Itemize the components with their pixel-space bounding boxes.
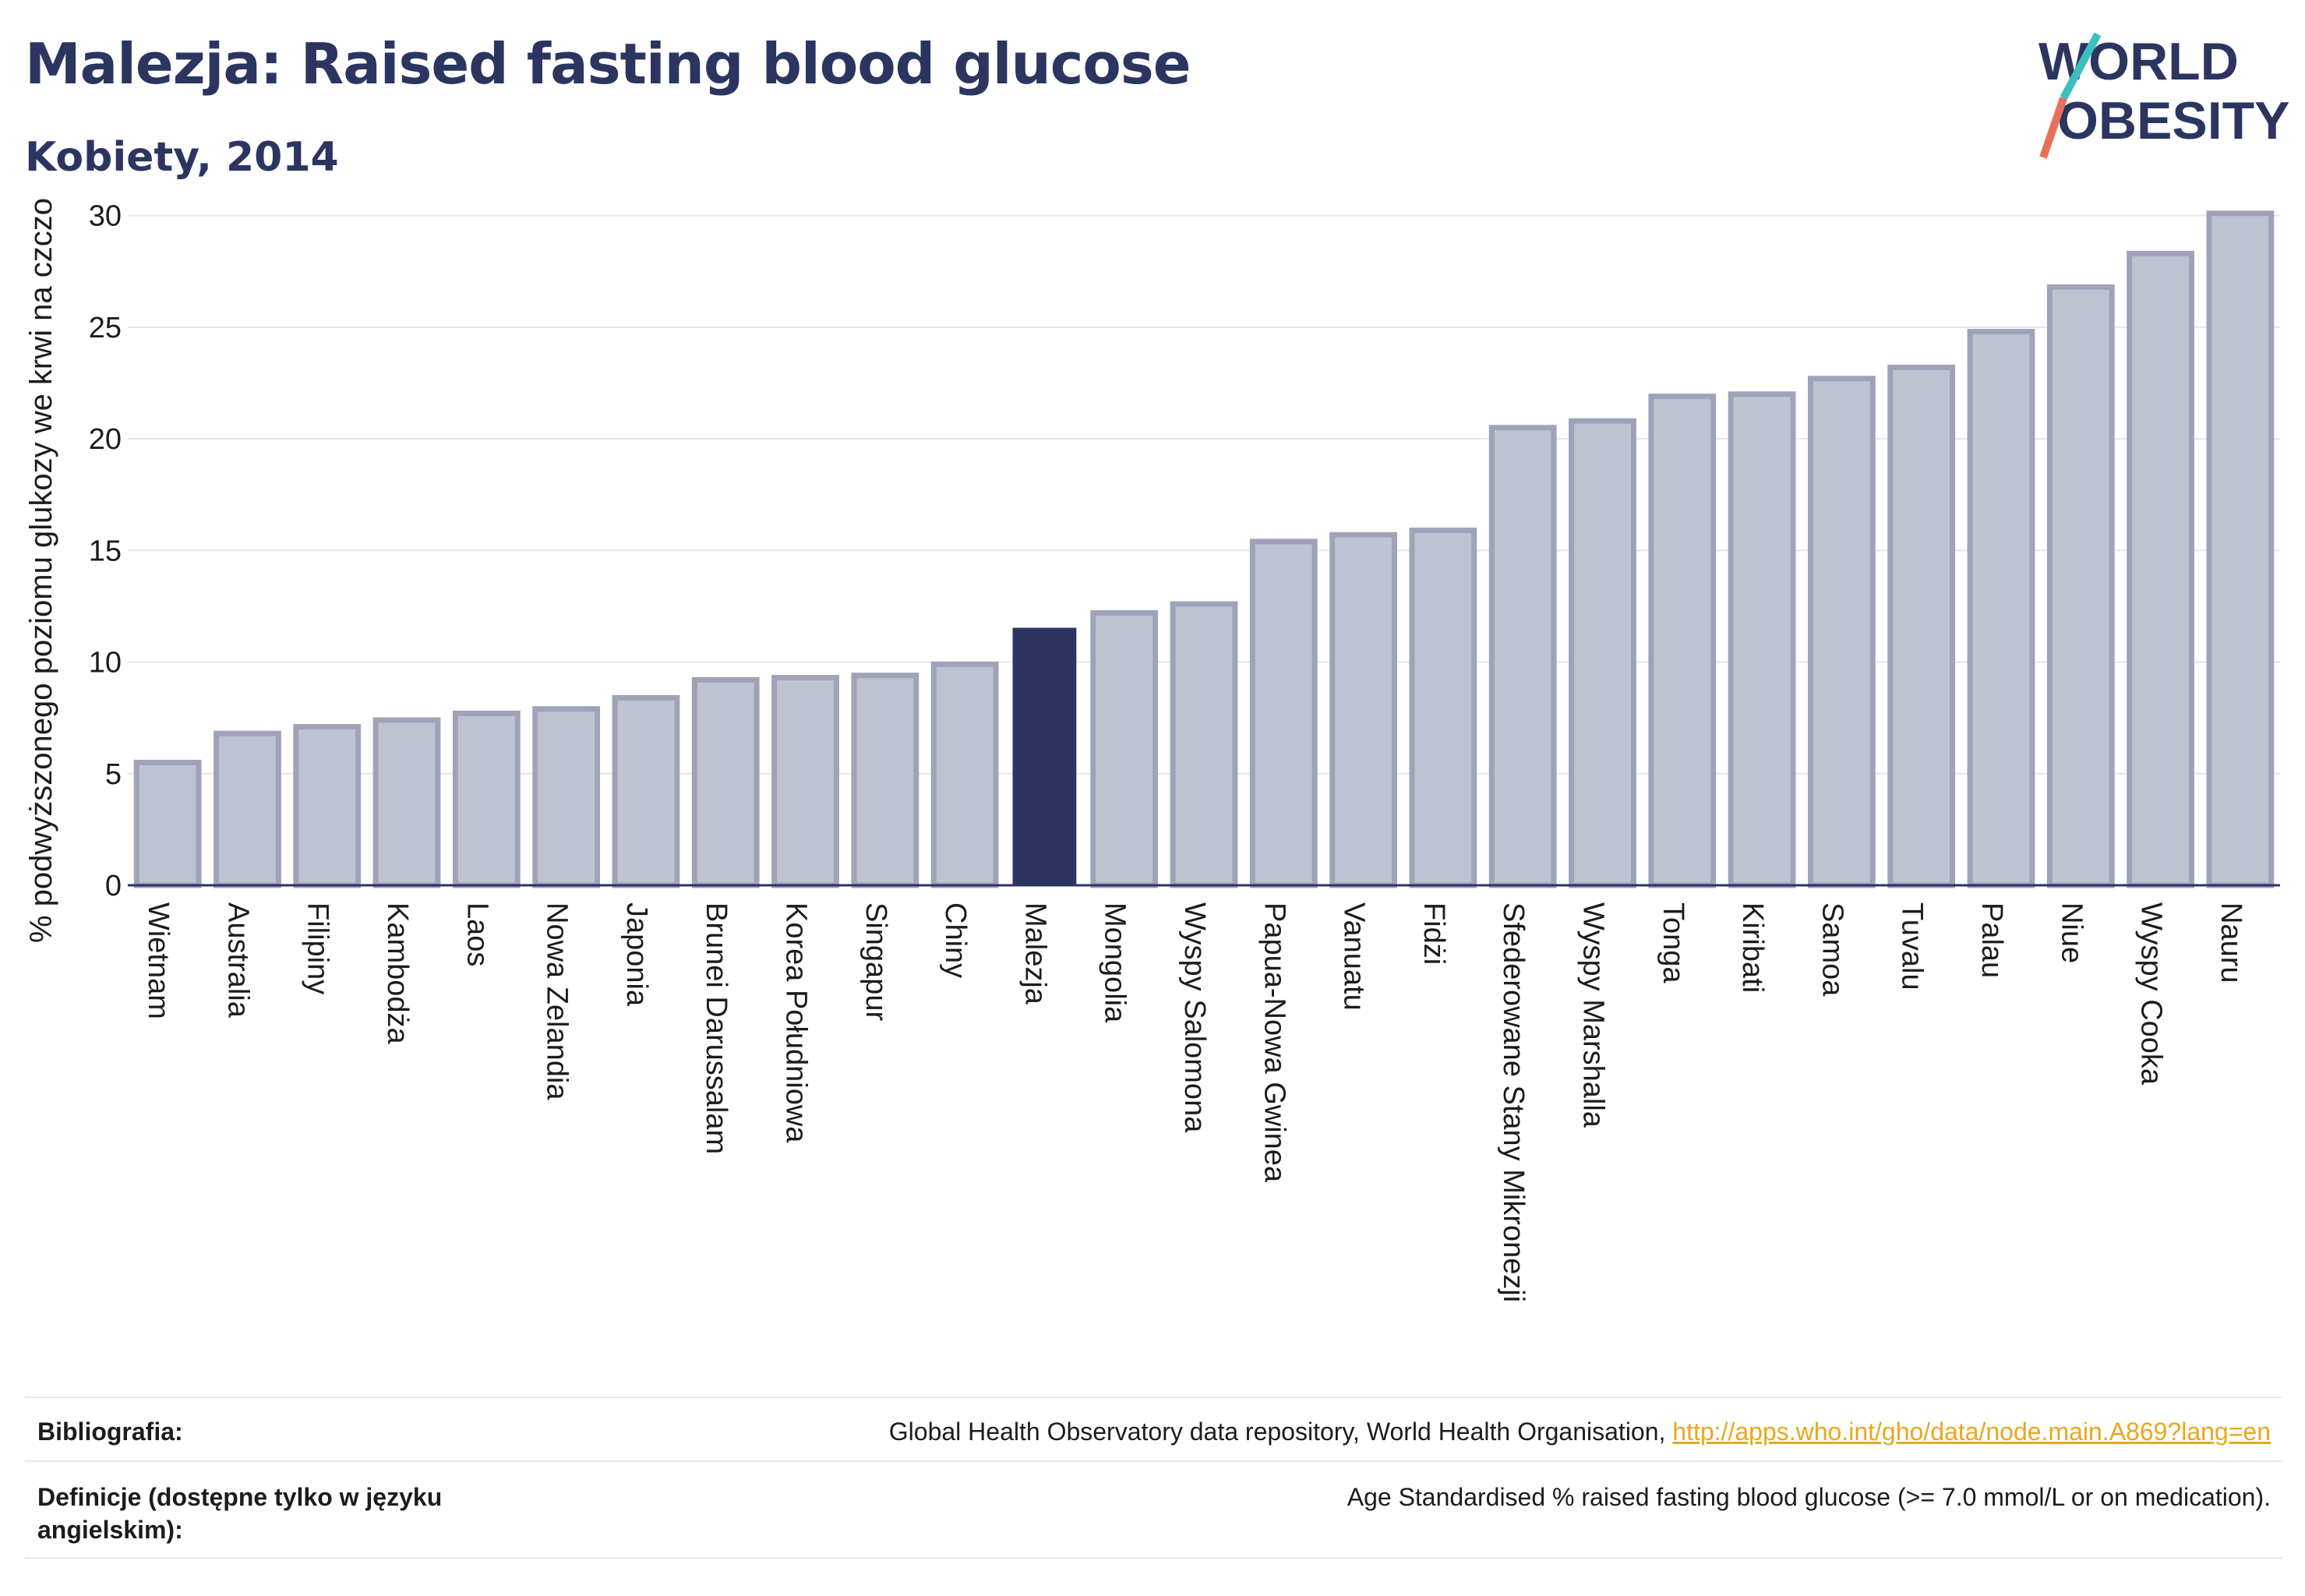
bar-wyspy-cooka bbox=[2127, 250, 2194, 888]
bar-laos bbox=[452, 710, 521, 888]
x-tick-label: Chiny bbox=[939, 902, 972, 978]
bibliography-value: Global Health Observatory data repositor… bbox=[889, 1415, 2271, 1448]
bar-korea-po-udniowa bbox=[771, 675, 839, 888]
x-tick-label: Wyspy Marshalla bbox=[1576, 902, 1609, 1128]
bar-malezja bbox=[1012, 627, 1077, 886]
x-tick-label: Filipiny bbox=[302, 902, 334, 994]
x-tick-label: Wyspy Salomona bbox=[1178, 902, 1211, 1133]
x-tick-label: Papua-Nowa Gwinea bbox=[1258, 902, 1290, 1183]
y-axis-ticks: 0 5 10 15 20 25 30 bbox=[89, 200, 122, 902]
y-tick-label: 10 bbox=[89, 647, 122, 680]
bar-chiny bbox=[930, 661, 999, 888]
x-tick-label: Laos bbox=[461, 902, 493, 966]
x-tick-label: Korea Południowa bbox=[780, 902, 813, 1143]
bar-tuvalu bbox=[1887, 364, 1956, 888]
x-tick-label: Wietnam bbox=[142, 902, 175, 1019]
x-tick-label: Palau bbox=[1975, 902, 2008, 978]
bar-tonga bbox=[1648, 394, 1717, 888]
bar-wyspy-marshalla bbox=[1569, 418, 1636, 888]
bar-australia bbox=[214, 730, 281, 888]
bar-kiribati bbox=[1728, 391, 1796, 888]
x-tick-label: Nowa Zelandia bbox=[541, 902, 574, 1100]
x-tick-label: Malezja bbox=[1018, 902, 1051, 1005]
bar-wyspy-salomona bbox=[1170, 601, 1238, 888]
bibliography-text: Global Health Observatory data repositor… bbox=[888, 1418, 1673, 1446]
footer-divider-middle bbox=[25, 1460, 2282, 1462]
x-tick-label: Tuvalu bbox=[1896, 902, 1929, 990]
y-tick-label: 0 bbox=[105, 870, 122, 902]
x-tick-label: Samoa bbox=[1816, 902, 1848, 997]
x-tick-label: Niue bbox=[2055, 902, 2088, 963]
svg-text:OBESITY: OBESITY bbox=[2057, 91, 2290, 150]
world-obesity-logo: WORLD OBESITY bbox=[2038, 32, 2290, 159]
x-tick-label: Singapur bbox=[860, 902, 892, 1021]
bar-brunei-darussalam bbox=[691, 676, 760, 888]
bars bbox=[133, 210, 2275, 888]
y-tick-label: 15 bbox=[89, 535, 122, 567]
bar-sfederowane-stany-mikronezji bbox=[1488, 425, 1557, 888]
bar-singapur bbox=[851, 673, 920, 888]
x-tick-label: Kiribati bbox=[1736, 902, 1769, 993]
x-tick-label: Wyspy Cooka bbox=[2135, 902, 2168, 1086]
bar-chart: 0 5 10 15 20 25 30 Wietnam Australia Filipiny Kam… bbox=[24, 198, 2280, 1302]
footer-divider-bottom bbox=[25, 1557, 2282, 1559]
x-tick-label: Kambodża bbox=[381, 902, 414, 1045]
x-tick-label: Tonga bbox=[1657, 902, 1689, 983]
x-tick-label: Nauru bbox=[2215, 902, 2247, 983]
x-tick-label: Sfederowane Stany Mikronezji bbox=[1497, 902, 1530, 1302]
y-axis-label: % podwyższonego poziomu glukozy we krwi … bbox=[24, 198, 58, 943]
bar-nowa-zelandia bbox=[532, 706, 601, 888]
bar-nauru bbox=[2206, 210, 2275, 888]
x-tick-label: Fidżi bbox=[1417, 902, 1450, 965]
x-tick-label: Vanuatu bbox=[1338, 902, 1371, 1011]
bar-vanuatu bbox=[1329, 531, 1397, 888]
bar-japonia bbox=[612, 694, 680, 888]
y-tick-label: 20 bbox=[89, 423, 122, 456]
bar-mongolia bbox=[1090, 610, 1159, 888]
definitions-label: Definicje (dostępne tylko w języku angie… bbox=[37, 1483, 443, 1544]
bibliography-label: Bibliografia: bbox=[37, 1418, 183, 1446]
bar-wietnam bbox=[133, 759, 202, 888]
bar-kambod-a bbox=[372, 717, 441, 888]
x-tick-label: Australia bbox=[221, 902, 254, 1019]
bar-samoa bbox=[1807, 376, 1876, 888]
bar-papua-nowa-gwinea bbox=[1249, 538, 1318, 888]
bar-niue bbox=[2046, 284, 2115, 888]
x-tick-label: Mongolia bbox=[1099, 902, 1131, 1023]
x-tick-label: Brunei Darussalam bbox=[700, 902, 732, 1154]
bar-fid-i bbox=[1409, 528, 1477, 888]
y-tick-label: 30 bbox=[89, 200, 122, 233]
page-subtitle: Kobiety, 2014 bbox=[25, 134, 339, 181]
footer-divider-top bbox=[25, 1396, 2282, 1398]
bar-filipiny bbox=[293, 724, 362, 888]
y-tick-label: 25 bbox=[89, 312, 122, 344]
definitions-text: Age Standardised % raised fasting blood … bbox=[1347, 1483, 2271, 1511]
x-tick-label: Japonia bbox=[620, 902, 653, 1007]
bar-palau bbox=[1967, 329, 2035, 888]
page-title: Malezja: Raised fasting blood glucose bbox=[25, 31, 1191, 97]
x-axis-ticks: Wietnam Australia Filipiny Kambodża Laos Nowa… bbox=[142, 902, 2247, 1302]
y-tick-label: 5 bbox=[105, 758, 122, 791]
bibliography-link[interactable]: http://apps.who.int/gho/data/node.main.A… bbox=[1672, 1418, 2271, 1446]
